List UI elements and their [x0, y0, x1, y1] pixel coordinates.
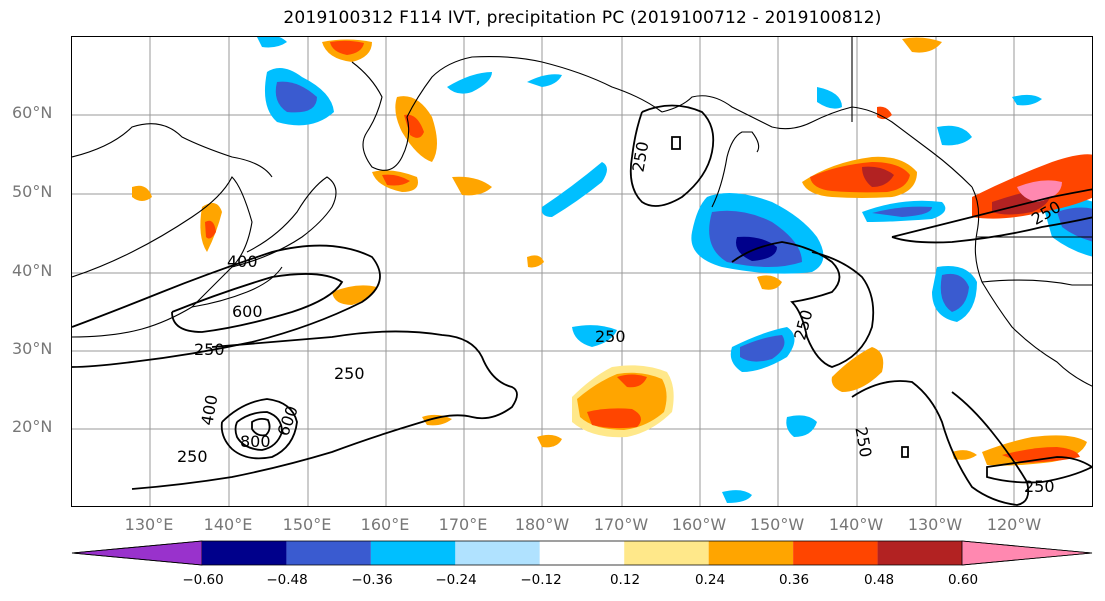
colorbar-tick: −0.60 [182, 572, 224, 588]
colorbar [71, 540, 1093, 566]
colorbar-outline [71, 540, 1093, 566]
colorbar-tick: −0.24 [435, 572, 477, 588]
lon-label: 170°E [438, 515, 488, 534]
colorbar-segment [539, 541, 625, 565]
colorbar-segment [286, 541, 371, 565]
colorbar-segment [455, 541, 540, 565]
contour-label: 400 [197, 393, 221, 426]
contour-label: 400 [227, 252, 258, 271]
lon-label: 140°W [828, 515, 884, 534]
lon-label: 130°W [907, 515, 963, 534]
colorbar-segment [624, 541, 709, 565]
contour-label: 250 [595, 327, 626, 346]
colorbar-tick: −0.12 [520, 572, 562, 588]
map-panel: 400 600 250 250 250 400 800 600 250 250 … [71, 36, 1093, 507]
colorbar-tick: −0.36 [351, 572, 393, 588]
contour-label: 600 [274, 403, 302, 438]
precip-positive-regions [132, 37, 1092, 466]
lat-label-50: 50°N [12, 182, 53, 201]
contour-label: 250 [790, 308, 816, 342]
contour-label: 250 [177, 447, 208, 466]
colorbar-tick: 0.48 [863, 572, 895, 588]
map-title: 2019100312 F114 IVT, precipitation PC (2… [283, 8, 882, 28]
contour-label: 250 [628, 140, 652, 173]
colorbar-tick: 0.60 [947, 572, 979, 588]
lat-label-40: 40°N [12, 261, 53, 280]
lon-label: 140°E [203, 515, 253, 534]
colorbar-segment [877, 541, 962, 565]
lon-label: 150°E [282, 515, 332, 534]
colorbar-tick: 0.24 [694, 572, 726, 588]
colorbar-segment [202, 541, 287, 565]
colorbar-tick: 0.36 [778, 572, 810, 588]
lon-label: 130°E [124, 515, 174, 534]
lon-label: 120°W [986, 515, 1042, 534]
lon-label: 170°W [593, 515, 649, 534]
contour-label: 800 [240, 432, 271, 451]
precip-negative-regions [257, 37, 1092, 503]
contour-label: 600 [232, 302, 263, 321]
map-canvas: 400 600 250 250 250 400 800 600 250 250 … [72, 37, 1092, 506]
colorbar-extend-min [71, 540, 203, 566]
lat-label-30: 30°N [12, 339, 53, 358]
lat-label-60: 60°N [12, 103, 53, 122]
contour-label: 250 [851, 425, 875, 458]
colorbar-tick: 0.12 [609, 572, 641, 588]
contour-label: 250 [334, 364, 365, 383]
lat-label-20: 20°N [12, 417, 53, 436]
colorbar-segment [708, 541, 794, 565]
lon-label: 160°E [360, 515, 410, 534]
contour-label: 250 [194, 340, 225, 359]
colorbar-tick: −0.48 [266, 572, 308, 588]
lon-label: 160°W [671, 515, 727, 534]
ivt-contours [72, 104, 1092, 506]
colorbar-extend-max [961, 540, 1093, 566]
coastlines [72, 37, 1092, 387]
lon-label: 150°W [749, 515, 805, 534]
colorbar-segment [370, 541, 456, 565]
contour-label: 250 [1024, 477, 1055, 496]
colorbar-segment [793, 541, 878, 565]
lon-label: 180°W [514, 515, 570, 534]
